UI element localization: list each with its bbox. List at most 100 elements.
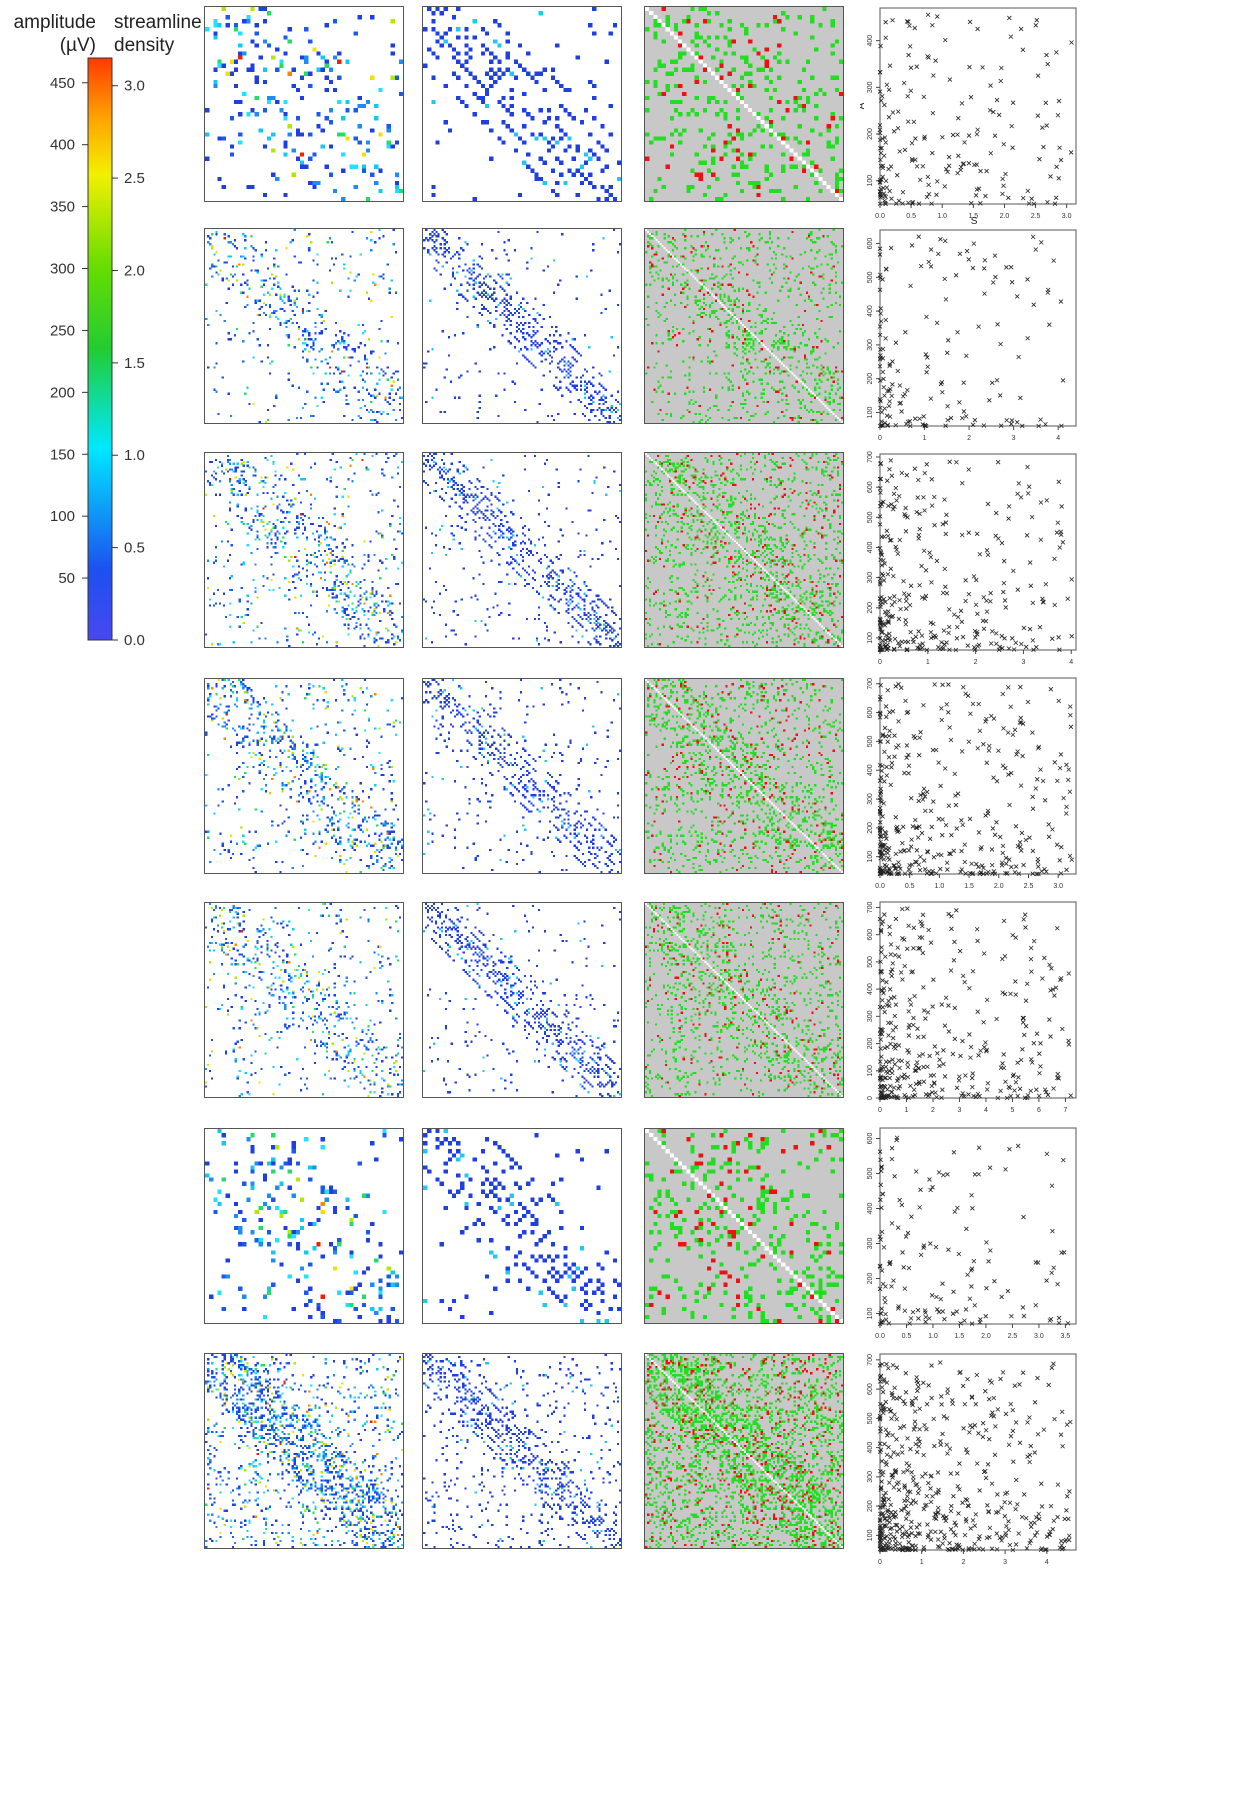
- matrix-cell: [595, 641, 598, 644]
- matrix-cell: [452, 629, 455, 632]
- matrix-cell: [686, 112, 691, 117]
- matrix-cell: [753, 517, 757, 520]
- matrix-cell: [668, 501, 671, 504]
- matrix-cell: [513, 59, 519, 64]
- matrix-cell: [276, 530, 279, 533]
- matrix-cell: [392, 229, 395, 232]
- matrix-cell: [711, 148, 716, 153]
- matrix-cell: [732, 468, 735, 471]
- matrix-cell: [423, 247, 426, 250]
- matrix-cell: [658, 480, 662, 483]
- matrix-cell: [325, 520, 328, 524]
- matrix-cell: [807, 338, 811, 341]
- matrix-cell: [482, 561, 485, 564]
- matrix-cell: [729, 404, 732, 408]
- matrix-cell: [840, 416, 843, 420]
- matrix-cell: [812, 364, 815, 367]
- matrix-cell: [714, 470, 717, 473]
- matrix-cell: [460, 99, 465, 105]
- matrix-cell: [389, 594, 392, 597]
- matrix-cell: [464, 520, 467, 524]
- matrix-cell: [803, 344, 807, 347]
- matrix-cell: [728, 520, 731, 524]
- matrix-cell: [772, 368, 776, 371]
- matrix-cell: [744, 27, 749, 32]
- matrix-cell: [708, 338, 712, 341]
- matrix-cell: [667, 330, 670, 333]
- matrix-cell: [371, 586, 374, 589]
- matrix-cell: [535, 590, 539, 593]
- matrix-cell: [472, 507, 475, 510]
- matrix-cell: [774, 267, 778, 270]
- matrix-cell: [565, 507, 568, 510]
- matrix-cell: [824, 398, 827, 401]
- matrix-cell: [816, 410, 819, 414]
- matrix-cell: [347, 277, 350, 280]
- matrix-cell: [767, 522, 770, 525]
- matrix-cell: [349, 255, 352, 258]
- matrix-cell: [825, 503, 828, 506]
- matrix-cell: [281, 299, 284, 302]
- matrix-cell: [563, 368, 566, 371]
- matrix-cell: [299, 75, 305, 80]
- matrix-cell: [490, 458, 493, 461]
- matrix-cell: [839, 517, 842, 520]
- matrix-cell: [317, 517, 321, 520]
- matrix-cell: [450, 497, 453, 500]
- matrix-cell: [522, 555, 525, 558]
- matrix-cell: [713, 404, 716, 408]
- matrix-cell: [363, 344, 367, 347]
- matrix-cell: [229, 71, 235, 76]
- matrix-cell: [371, 612, 374, 615]
- matrix-cell: [559, 83, 564, 89]
- matrix-cell: [674, 468, 677, 471]
- matrix-cell: [696, 484, 699, 487]
- matrix-cell: [523, 579, 527, 582]
- matrix-cell: [826, 140, 831, 145]
- matrix-cell: [834, 124, 840, 129]
- matrix-cell: [711, 160, 716, 165]
- matrix-cell: [246, 112, 251, 117]
- matrix-cell: [227, 279, 230, 282]
- matrix-cell: [807, 501, 810, 504]
- matrix-cell: [768, 269, 772, 272]
- matrix-cell: [228, 625, 231, 628]
- matrix-cell: [309, 503, 313, 506]
- matrix-cell: [608, 370, 611, 373]
- matrix-cell: [768, 67, 774, 72]
- matrix-cell: [772, 311, 776, 315]
- matrix-cell: [509, 87, 514, 93]
- matrix-cell: [823, 501, 826, 504]
- matrix-cell: [588, 180, 593, 186]
- matrix-cell: [478, 370, 481, 373]
- matrix-cell: [512, 513, 515, 516]
- matrix-cell: [371, 581, 374, 584]
- matrix-cell: [292, 565, 295, 568]
- matrix-cell: [789, 487, 792, 491]
- matrix-cell: [665, 364, 668, 367]
- matrix-cell: [229, 255, 233, 258]
- matrix-cell: [789, 368, 792, 371]
- matrix-diagonal-cell: [645, 229, 648, 232]
- matrix-cell: [682, 291, 685, 294]
- matrix-cell: [505, 315, 508, 319]
- matrix-cell: [508, 614, 511, 617]
- matrix-cell: [324, 164, 329, 169]
- matrix-diagonal-cell: [807, 388, 810, 391]
- matrix-cell: [608, 414, 611, 418]
- matrix-cell: [563, 180, 568, 186]
- matrix-cell: [672, 493, 675, 496]
- matrix-cell: [550, 168, 556, 173]
- matrix-cell: [319, 542, 323, 545]
- matrix-cell: [567, 584, 570, 588]
- matrix-diagonal-cell: [686, 47, 691, 52]
- matrix-cell: [752, 152, 757, 157]
- matrix-cell: [480, 95, 486, 101]
- matrix-cell: [608, 31, 613, 36]
- matrix-cell: [730, 522, 733, 525]
- matrix-cell: [497, 414, 500, 418]
- matrix-cell: [764, 241, 767, 244]
- matrix-cell: [534, 79, 539, 84]
- matrix-cell: [478, 293, 481, 296]
- matrix-cell: [783, 487, 786, 491]
